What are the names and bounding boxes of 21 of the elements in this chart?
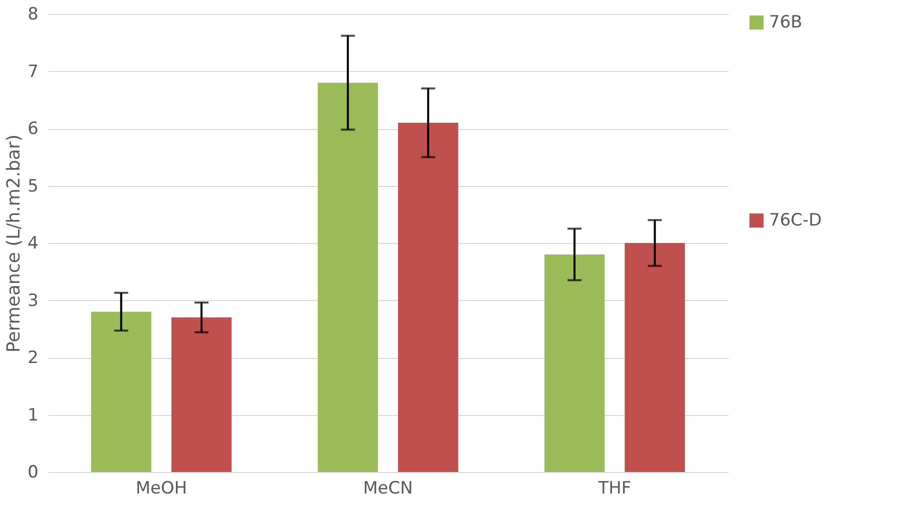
y-tick-label: 4	[28, 234, 38, 254]
bar	[91, 312, 152, 472]
y-tick-label: 6	[28, 119, 38, 139]
y-tick-label: 5	[28, 176, 38, 196]
y-tick-label: 8	[28, 4, 38, 24]
bar	[171, 317, 232, 472]
x-tick-label: THF	[597, 478, 632, 498]
legend-label: 76C-D	[769, 210, 822, 230]
y-tick-label: 1	[28, 405, 38, 426]
bar	[398, 122, 458, 472]
y-axis-title: Permeance (L/h.m2.bar)	[4, 134, 25, 352]
bar	[544, 254, 605, 472]
legend-label: 76B	[769, 12, 802, 32]
y-tick-label: 0	[28, 462, 38, 482]
y-tick-label: 2	[28, 348, 38, 368]
y-tick-label: 7	[28, 62, 38, 82]
x-tick-label: MeOH	[136, 478, 187, 498]
bar	[318, 82, 378, 472]
y-tick-label: 3	[28, 290, 38, 311]
bar	[624, 243, 685, 472]
x-tick-label: MeCN	[363, 478, 413, 498]
